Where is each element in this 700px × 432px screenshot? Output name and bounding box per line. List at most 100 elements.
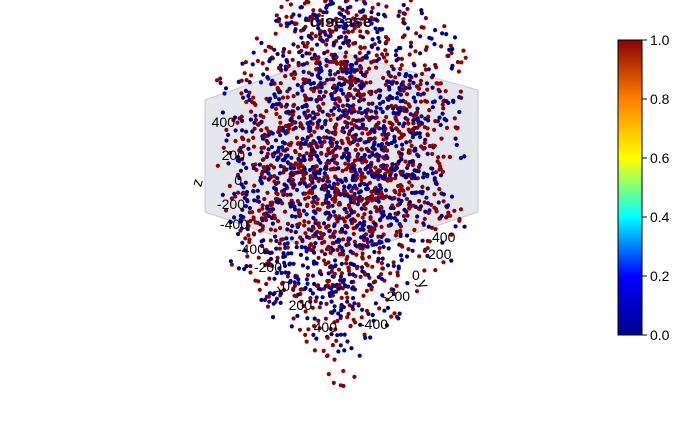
scatter-point — [241, 143, 246, 149]
scatter-point — [401, 2, 406, 8]
scatter-point — [275, 51, 280, 57]
scatter-point — [401, 188, 406, 193]
scatter-point — [386, 97, 391, 102]
scatter-point — [295, 199, 300, 204]
scatter-point — [240, 240, 245, 245]
scatter-point — [303, 140, 308, 145]
scatter-point — [282, 182, 287, 187]
scatter-point — [358, 45, 363, 50]
scatter-point — [343, 38, 348, 43]
scatter-point — [376, 256, 381, 261]
scatter-point — [319, 142, 324, 147]
scatter-point — [293, 230, 298, 235]
colorbar-tick-label: 0.4 — [650, 209, 670, 225]
scatter-point — [388, 205, 393, 211]
scatter-point — [310, 273, 316, 278]
scatter-point — [451, 98, 456, 103]
scatter-point — [414, 219, 419, 224]
scatter-point — [371, 59, 376, 64]
scatter-point — [275, 259, 280, 264]
scatter-point — [371, 242, 377, 247]
scatter-point — [325, 335, 330, 340]
scatter-point — [411, 118, 416, 123]
scatter-point — [404, 72, 409, 77]
scatter-point — [321, 348, 326, 353]
scatter-point — [340, 103, 346, 108]
scatter-point — [387, 195, 392, 200]
scatter-point — [264, 126, 269, 131]
scatter-point — [321, 221, 327, 226]
scatter-point — [329, 332, 334, 337]
scatter-point — [394, 58, 399, 63]
scatter-point — [324, 63, 329, 68]
scatter-point — [265, 75, 270, 80]
scatter-point — [295, 106, 300, 111]
scatter-point — [404, 254, 410, 259]
scatter-point — [259, 145, 264, 151]
scatter-point — [365, 244, 370, 249]
scatter-point — [268, 238, 273, 243]
scatter-point — [342, 348, 347, 353]
scatter-point — [305, 273, 311, 278]
scatter-point — [336, 116, 341, 121]
scatter-point — [299, 299, 304, 304]
scatter-point — [350, 29, 355, 34]
scatter-point — [298, 145, 303, 151]
scatter-point — [325, 160, 330, 165]
scatter-point — [389, 176, 394, 181]
scatter-point — [315, 207, 320, 212]
scatter-point — [422, 63, 427, 68]
scatter-point — [373, 196, 378, 201]
scatter-point — [364, 159, 369, 164]
scatter-point — [316, 104, 321, 109]
scatter-point — [346, 311, 351, 316]
scatter-point — [331, 380, 336, 385]
scatter-point — [291, 42, 296, 47]
scatter-point — [229, 196, 234, 201]
scatter-point — [233, 128, 238, 133]
scatter-point — [359, 206, 364, 211]
scatter-point — [220, 192, 225, 197]
scatter-point — [268, 174, 273, 179]
scatter-point — [365, 199, 370, 204]
scatter-point — [404, 85, 409, 91]
scatter-point — [420, 71, 425, 76]
scatter-point — [444, 125, 450, 130]
scatter-point — [389, 314, 394, 319]
scatter-point — [362, 153, 367, 158]
scatter-point — [320, 178, 325, 183]
scatter-point — [317, 61, 322, 67]
scatter-point — [406, 247, 411, 252]
scatter-point — [277, 90, 282, 95]
scatter-point — [367, 66, 372, 71]
scatter-point — [275, 192, 280, 197]
scatter-point — [277, 171, 282, 176]
scatter-point — [276, 65, 281, 71]
scatter-point — [311, 89, 316, 94]
scatter-point — [371, 318, 376, 323]
scatter-point — [306, 220, 311, 225]
scatter-point — [300, 158, 305, 163]
scatter-point — [300, 263, 306, 268]
scatter-point — [349, 106, 355, 111]
scatter-point — [333, 72, 338, 77]
scatter-point — [388, 173, 393, 178]
scatter-point — [274, 296, 279, 301]
scatter-point — [303, 196, 308, 201]
scatter-point — [394, 48, 399, 53]
scatter-point — [369, 233, 374, 238]
scatter-point — [398, 66, 403, 71]
scatter-point — [344, 50, 349, 55]
scatter-point — [352, 374, 357, 379]
scatter-point — [383, 188, 389, 193]
scatter-point — [407, 82, 412, 87]
scatter-point — [324, 42, 329, 47]
z-tick-label: 200 — [222, 147, 246, 163]
scatter-point — [296, 281, 301, 286]
scatter-point — [310, 200, 315, 205]
scatter-point — [374, 115, 379, 120]
scatter-point — [391, 263, 396, 268]
scatter-point — [326, 148, 331, 153]
scatter-point — [246, 93, 251, 98]
scatter-point — [434, 181, 439, 186]
